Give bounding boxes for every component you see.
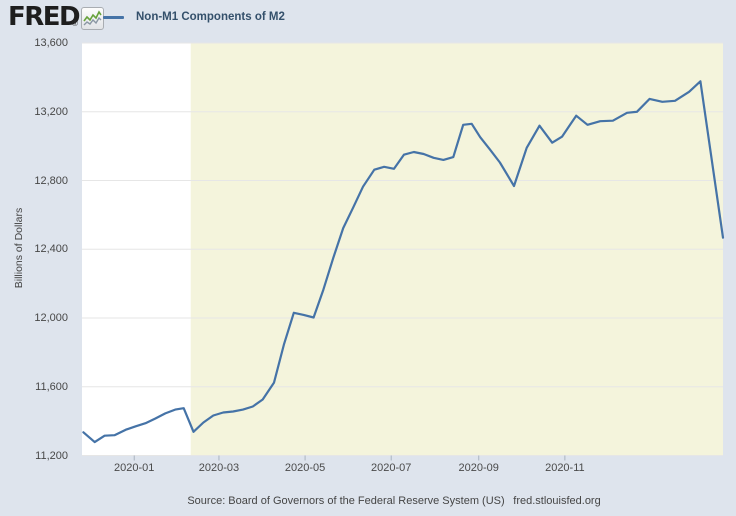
fred-sparkline-icon [81, 7, 104, 30]
data-line [82, 80, 725, 444]
x-tick-label: 2020-09 [458, 462, 499, 474]
y-tick-label: 11,200 [35, 449, 68, 462]
x-tick-label: 2020-07 [371, 462, 412, 474]
chart-header: FRED ® Non-M1 Components of M2 [0, 0, 736, 38]
x-tick-label: 2020-11 [545, 462, 585, 474]
legend-series-label: Non-M1 Components of M2 [136, 11, 285, 23]
legend-line-swatch [103, 16, 124, 19]
x-tick-label: 2020-05 [284, 462, 326, 474]
y-tick-label: 12,400 [34, 243, 68, 256]
fred-site-link[interactable]: fred.stlouisfed.org [513, 495, 601, 507]
x-tick-label: 2020-01 [114, 462, 155, 474]
y-tick-label: 12,000 [34, 312, 68, 324]
x-tick-label: 2020-03 [198, 462, 240, 474]
y-tick-label: 12,800 [34, 174, 68, 187]
y-tick-label: 13,600 [34, 37, 68, 49]
y-tick-label: 13,200 [34, 105, 68, 118]
y-tick-label: 11,600 [35, 380, 68, 393]
fred-logo[interactable]: FRED [8, 2, 81, 32]
source-attribution: Source: Board of Governors of the Federa… [187, 495, 505, 507]
registered-trademark: ® [72, 19, 78, 28]
